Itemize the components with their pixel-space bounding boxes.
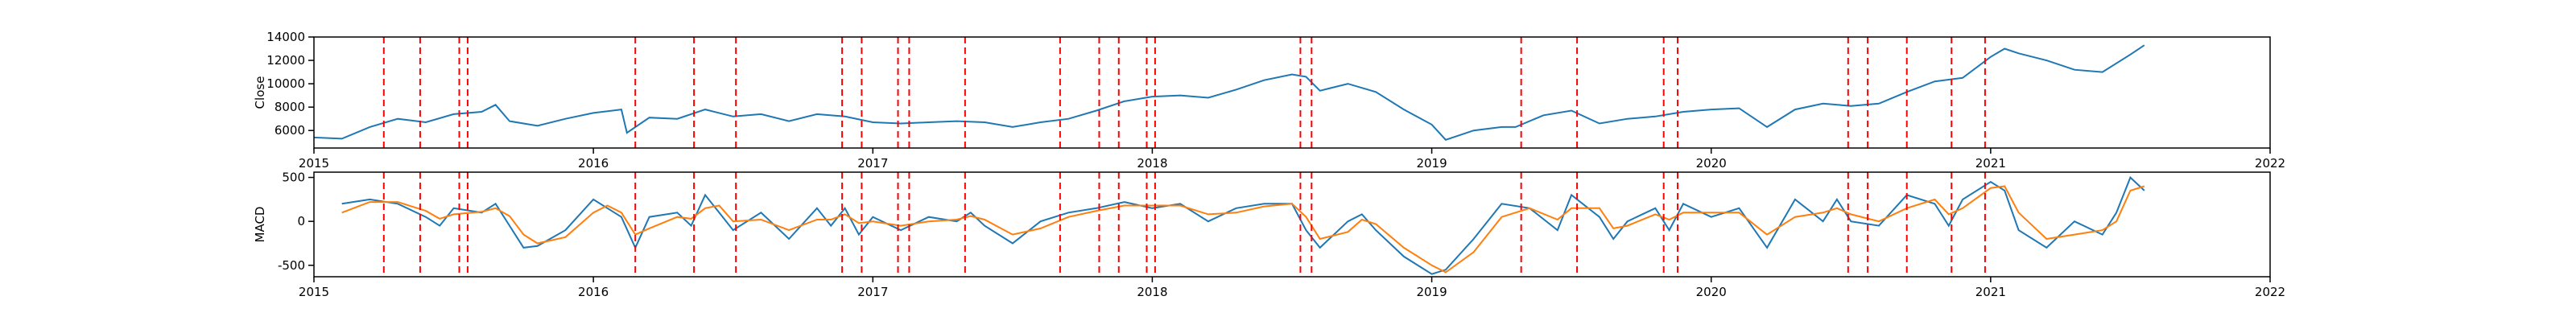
data-line bbox=[341, 175, 2145, 275]
y-tick-label: 6000 bbox=[275, 123, 305, 138]
y-axis-label: Close bbox=[253, 76, 267, 109]
x-tick-label: 2017 bbox=[857, 156, 888, 171]
x-tick-label: 2015 bbox=[299, 156, 329, 171]
x-tick-label: 2018 bbox=[1137, 156, 1167, 171]
y-axis-label: MACD bbox=[253, 207, 267, 243]
x-tick-label: 2015 bbox=[299, 285, 329, 299]
x-tick-label: 2020 bbox=[1696, 285, 1727, 299]
axes-frame bbox=[313, 36, 2271, 149]
x-tick-label: 2022 bbox=[2255, 156, 2285, 171]
x-tick-label: 2021 bbox=[1975, 156, 2006, 171]
y-tick-label: 500 bbox=[282, 171, 305, 185]
x-tick-label: 2017 bbox=[857, 285, 888, 299]
x-tick-label: 2022 bbox=[2255, 285, 2285, 299]
data-line bbox=[313, 44, 2145, 141]
y-tick-label: -500 bbox=[278, 258, 305, 273]
axes-frame bbox=[313, 171, 2271, 278]
y-tick-label: 12000 bbox=[266, 53, 305, 68]
x-tick-label: 2019 bbox=[1416, 156, 1447, 171]
x-tick-label: 2018 bbox=[1137, 285, 1167, 299]
data-line bbox=[341, 185, 2145, 274]
y-tick-label: 8000 bbox=[275, 100, 305, 114]
x-tick-label: 2019 bbox=[1416, 285, 1447, 299]
x-tick-label: 2021 bbox=[1975, 285, 2006, 299]
y-tick-label: 0 bbox=[297, 214, 305, 228]
y-tick-label: 10000 bbox=[266, 76, 305, 91]
x-tick-label: 2016 bbox=[578, 285, 609, 299]
y-tick-label: 14000 bbox=[266, 30, 305, 44]
x-tick-label: 2020 bbox=[1696, 156, 1727, 171]
x-tick-label: 2016 bbox=[578, 156, 609, 171]
